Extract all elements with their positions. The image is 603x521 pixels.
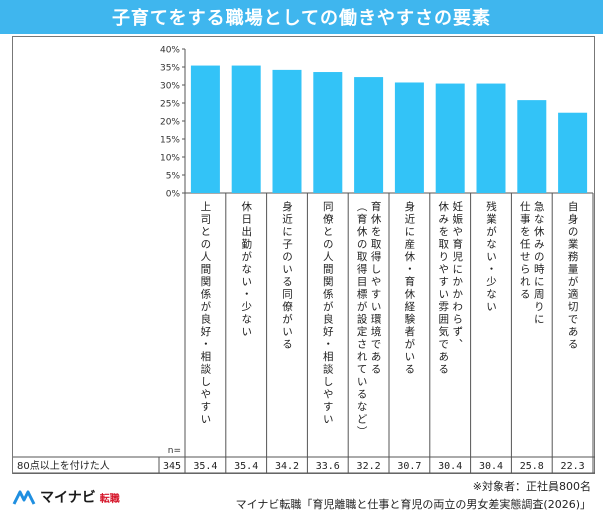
data-label: 34.2: [275, 461, 299, 472]
y-tick-label: 5%: [166, 172, 181, 182]
y-tick-label: 20%: [160, 118, 180, 128]
category-label: 休みを取りやすい雰囲気である: [437, 201, 449, 376]
data-label: 30.4: [438, 461, 462, 472]
bar: [517, 100, 547, 193]
y-tick-label: 10%: [160, 154, 180, 164]
category-label: 身近に子のいる同僚がいる: [281, 200, 293, 351]
category-label: （育休の取得目標が設定されているなど）: [356, 201, 368, 439]
y-tick-label: 0%: [166, 190, 181, 200]
category-label: 急な休みの時に周りに: [533, 200, 545, 326]
series-label: 80点以上を付けた人: [17, 459, 110, 472]
category-label: 育休を取得しやすい環境である: [370, 200, 382, 376]
bar: [272, 69, 302, 193]
bar: [394, 82, 424, 193]
y-tick-label: 35%: [160, 64, 180, 74]
chart-title: 子育てをする職場としての働きやすさの要素: [0, 0, 603, 34]
data-label: 32.2: [357, 461, 381, 472]
logo-badge: 転職: [99, 493, 120, 505]
bar: [476, 83, 506, 193]
n-value: 345: [163, 461, 181, 472]
category-label: 休日出勤がない・少ない: [240, 201, 252, 339]
data-label: 30.7: [397, 461, 421, 472]
bar: [190, 65, 220, 193]
category-label: 同僚との人間関係が良好・相談しやすい: [322, 201, 334, 426]
bar: [435, 83, 465, 193]
bar: [313, 72, 343, 193]
category-label: 残業がない・少ない: [485, 200, 497, 313]
mynavi-logo-icon: [12, 490, 36, 505]
chart-frame: 0% 5% 10% 15% 20% 25% 30% 35% 40% 上司との人間関係が良好・相談し…: [12, 36, 595, 474]
category-label: 上司との人間関係が良好・相談しやすい: [199, 201, 211, 426]
category-label: 自身の業務量が適切である: [567, 200, 579, 351]
source-citation: マイナビ転職「育児離職と仕事と育児の両立の男女差実態調査(2026)」: [235, 498, 591, 511]
data-label: 33.6: [316, 461, 340, 472]
data-label: 25.8: [520, 461, 544, 472]
y-tick-label: 15%: [160, 136, 180, 146]
chart-svg: 0% 5% 10% 15% 20% 25% 30% 35% 40% 上司との人間関係が良好・相談し…: [13, 46, 595, 474]
bar: [354, 77, 384, 193]
category-label: 身近に産休・育休経験者がいる: [403, 200, 415, 376]
category-label: 妊娠や育児にかかわらず、: [451, 200, 463, 351]
y-tick-label: 25%: [160, 100, 180, 110]
y-tick-label: 30%: [160, 82, 180, 92]
logo-text: マイナビ: [40, 490, 96, 506]
data-label: 35.4: [234, 461, 258, 472]
category-label: 仕事を任せられる: [519, 200, 531, 301]
data-label: 22.3: [561, 461, 585, 472]
data-label: 30.4: [479, 461, 503, 472]
sample-note: ※対象者：正社員800名: [472, 480, 591, 493]
n-label: n=: [168, 446, 181, 456]
bar: [231, 65, 261, 193]
y-tick-label: 40%: [160, 46, 180, 56]
data-label: 35.4: [193, 461, 217, 472]
mynavi-logo: マイナビ 転職: [12, 486, 120, 508]
bar: [558, 112, 588, 193]
